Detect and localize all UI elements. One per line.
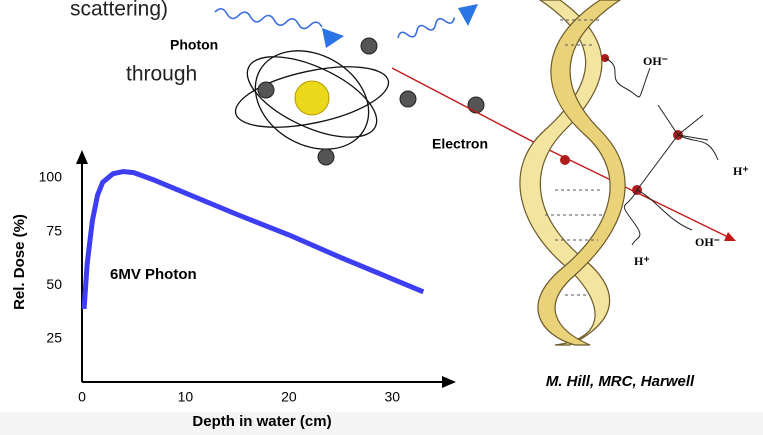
y-axis-label: Rel. Dose (%) bbox=[11, 214, 28, 310]
x-tick-label: 0 bbox=[78, 389, 86, 405]
footer-strip bbox=[0, 412, 763, 435]
credit: M. Hill, MRC, Harwell bbox=[546, 373, 695, 390]
photon-wave bbox=[397, 14, 456, 42]
slide: scattering) through Photon Electron OH⁻ … bbox=[0, 0, 763, 435]
y-tick-label: 100 bbox=[39, 169, 63, 185]
photon-wave bbox=[214, 8, 322, 31]
x-tick-label: 20 bbox=[281, 389, 297, 405]
page: scattering) through Photon Electron OH⁻ … bbox=[0, 0, 763, 435]
x-axis-label: Depth in water (cm) bbox=[192, 413, 331, 430]
ion-label: OH⁻ bbox=[643, 54, 668, 68]
ion-label: OH⁻ bbox=[695, 235, 720, 249]
slide-text: scattering) bbox=[70, 0, 168, 21]
x-tick-label: 10 bbox=[178, 389, 194, 405]
slide-text: through bbox=[126, 63, 197, 86]
series-label: 6MV Photon bbox=[110, 266, 197, 283]
y-tick-label: 25 bbox=[46, 330, 62, 346]
photon-arrow bbox=[458, 4, 478, 26]
ion-paths bbox=[605, 58, 718, 245]
y-tick-label: 75 bbox=[46, 222, 62, 238]
dose-curve bbox=[84, 172, 423, 309]
nucleus bbox=[295, 81, 329, 115]
arrowhead bbox=[442, 376, 456, 388]
electron-label: Electron bbox=[432, 136, 488, 152]
ion-label: H⁺ bbox=[733, 164, 749, 178]
ion-label: H⁺ bbox=[634, 254, 650, 268]
photon-arrow bbox=[322, 28, 344, 48]
x-tick-label: 30 bbox=[384, 389, 400, 405]
dna-helix bbox=[520, 0, 625, 345]
y-tick-label: 50 bbox=[46, 276, 62, 292]
arrowhead bbox=[76, 150, 88, 164]
photon-label: Photon bbox=[170, 37, 218, 53]
